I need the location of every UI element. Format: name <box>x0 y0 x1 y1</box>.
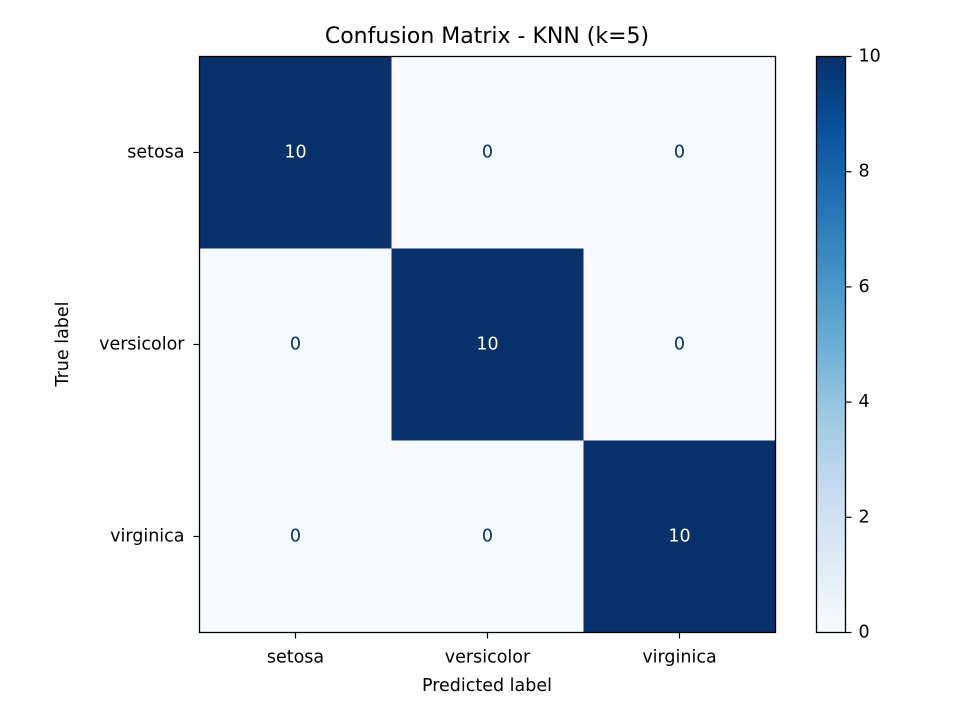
heatmap-cell-labels: 10 0 0 0 10 0 0 0 10 <box>284 143 690 547</box>
colorbar-ticks: 0 2 4 6 8 10 <box>845 47 881 643</box>
colorbar-tick-label: 2 <box>859 507 870 527</box>
heatmap-cell-versicolor-virginica <box>583 248 776 441</box>
x-tick-label: setosa <box>267 648 324 668</box>
colorbar <box>815 55 847 634</box>
x-tick-label: virginica <box>642 648 716 668</box>
y-axis-ticks: setosa versicolor virginica <box>99 143 200 547</box>
colorbar-tick-label: 10 <box>859 47 881 67</box>
heatmap-cell-virginica-setosa <box>199 440 392 633</box>
cell-value-label: 10 <box>284 143 306 163</box>
y-axis-label: True label <box>53 301 73 387</box>
cell-value-label: 0 <box>674 335 685 355</box>
y-tick-label: virginica <box>110 527 184 547</box>
cell-value-label: 0 <box>674 143 685 163</box>
cell-value-label: 0 <box>482 527 493 547</box>
y-tick-label: versicolor <box>99 335 185 355</box>
heatmap-cell-setosa-virginica <box>583 56 776 249</box>
colorbar-tick-label: 0 <box>859 623 870 643</box>
cell-value-label: 10 <box>476 335 498 355</box>
cell-value-label: 0 <box>482 143 493 163</box>
cell-value-label: 0 <box>290 527 301 547</box>
heatmap-cell-setosa-setosa <box>199 56 392 249</box>
heatmap-cells <box>199 56 776 633</box>
heatmap-cell-virginica-virginica <box>583 440 776 633</box>
heatmap-cell-versicolor-versicolor <box>391 248 584 441</box>
heatmap-cell-virginica-versicolor <box>391 440 584 633</box>
colorbar-tick-label: 8 <box>859 162 870 182</box>
heatmap-cell-versicolor-setosa <box>199 248 392 441</box>
x-tick-label: versicolor <box>445 648 531 668</box>
x-axis-label: Predicted label <box>422 676 552 696</box>
heatmap-cell-setosa-versicolor <box>391 56 584 249</box>
y-tick-label: setosa <box>127 143 184 163</box>
chart-title: Confusion Matrix - KNN (k=5) <box>325 24 649 49</box>
colorbar-tick-label: 4 <box>859 392 870 412</box>
cell-value-label: 10 <box>668 527 690 547</box>
colorbar-tick-label: 6 <box>859 277 870 297</box>
cell-value-label: 0 <box>290 335 301 355</box>
x-axis-ticks: setosa versicolor virginica <box>267 632 717 668</box>
